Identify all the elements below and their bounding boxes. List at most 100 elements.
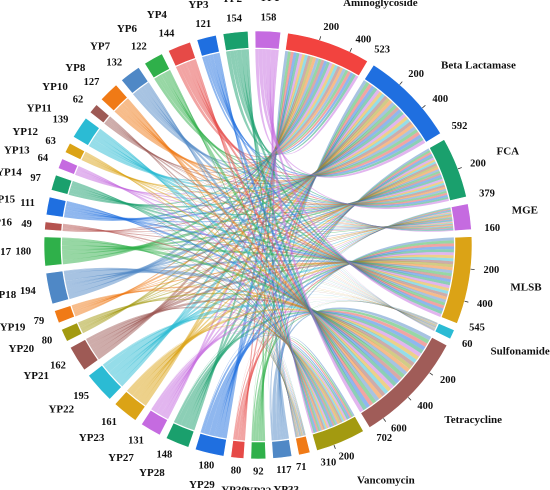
sample-arc-yp33 <box>271 439 293 459</box>
sample-arc-yp20 <box>61 322 83 342</box>
sample-label-yp18: YP18 <box>0 289 17 301</box>
category-total-tetracycline: 702 <box>376 433 392 444</box>
category-arc-other-efflux <box>295 435 311 456</box>
category-total-vancomycin: 310 <box>321 458 337 469</box>
sample-value-yp8: 127 <box>84 77 100 88</box>
sample-label-yp3: YP3 <box>188 0 209 11</box>
sample-value-yp30: 80 <box>231 465 242 476</box>
category-label-tetracycline: Tetracycline <box>444 414 502 426</box>
tick-label-tetracycline-200: 200 <box>440 375 456 386</box>
sample-label-yp23: YP23 <box>79 432 105 444</box>
ribbon-yp6-mge <box>161 74 454 229</box>
sample-label-yp29: YP29 <box>189 479 215 490</box>
sample-value-yp3: 121 <box>195 19 211 30</box>
sample-arc-yp17 <box>43 236 63 267</box>
tick-label-beta-lactamase-400: 400 <box>432 94 448 105</box>
tick-mark-aminoglycoside-400 <box>349 47 353 52</box>
sample-value-yp20: 80 <box>42 335 53 346</box>
sample-value-yp19: 79 <box>34 316 45 327</box>
ribbon-yp8-tetracycline <box>123 99 383 399</box>
sample-arc-yp15 <box>45 196 67 218</box>
ribbon-yp33-vancomycin <box>270 336 355 441</box>
ribbon-yp4-vancomycin <box>193 59 319 432</box>
ribbon-yp10-beta-lactamase <box>105 121 413 185</box>
sample-arc-yp16 <box>44 221 63 232</box>
sample-value-yp18: 194 <box>20 286 37 297</box>
category-total-other-efflux: 71 <box>296 462 307 473</box>
tick-mark-beta-lactamase-200 <box>399 81 403 85</box>
sample-value-yp16: 49 <box>21 219 32 230</box>
category-arc-beta-lactamase <box>364 64 441 143</box>
ribbon-layer <box>61 48 455 442</box>
category-label-sulfonamide: Sulfonamide <box>491 346 550 358</box>
sample-value-yp22: 195 <box>73 391 89 402</box>
tick-label-tetracycline-600: 600 <box>391 423 407 434</box>
sample-label-yp17: YP17 <box>0 246 12 258</box>
sample-value-yp21: 162 <box>50 360 66 371</box>
sample-label-yp32: YP32 <box>246 486 272 490</box>
sample-value-yp27: 131 <box>128 436 144 447</box>
sample-value-yp33: 117 <box>276 465 291 476</box>
category-label-other-efflux: other/efflux <box>286 488 341 490</box>
sample-arc-yp28 <box>165 422 195 448</box>
tick-label-aminoglycoside-200: 200 <box>323 22 339 33</box>
sample-value-yp14: 97 <box>30 173 41 184</box>
arc-layer <box>43 30 473 460</box>
sample-label-yp14: YP14 <box>0 166 22 178</box>
ribbon-yp28-vancomycin <box>174 332 349 424</box>
sample-arc-yp32 <box>250 441 267 460</box>
category-arc-mge <box>450 203 472 232</box>
sample-label-yp12: YP12 <box>12 126 38 138</box>
sample-arc-yp23 <box>114 391 146 421</box>
category-total-beta-lactamase: 592 <box>452 121 468 132</box>
tick-mark-fca-200 <box>457 167 462 170</box>
category-label-beta-lactamase: Beta Lactamase <box>441 60 516 72</box>
sample-label-yp2: YP2 <box>222 0 243 5</box>
sample-label-yp33: YP33 <box>273 484 299 490</box>
sample-label-yp6: YP6 <box>117 23 138 35</box>
tick-mark-mlsb-400 <box>464 300 469 303</box>
sample-label-yp1: YP1 <box>259 0 279 4</box>
sample-arc-yp22 <box>88 364 122 400</box>
tick-mark-tetracycline-400 <box>407 397 412 401</box>
sample-label-yp7: YP7 <box>90 41 111 53</box>
sample-label-yp16: YP16 <box>0 216 12 228</box>
category-total-aminoglycoside: 523 <box>374 44 390 55</box>
sample-label-yp10: YP10 <box>42 81 68 93</box>
sample-value-yp2: 154 <box>226 14 243 25</box>
sample-label-yp8: YP8 <box>65 62 86 74</box>
sample-value-yp10: 62 <box>73 95 84 106</box>
tick-mark-vancomycin-200 <box>333 444 336 449</box>
sample-arc-yp14 <box>50 174 73 195</box>
category-label-mge: MGE <box>512 205 538 217</box>
ribbon-yp14-mlsb <box>70 185 451 286</box>
category-arc-aminoglycoside <box>285 32 369 77</box>
category-total-sulfonamide: 60 <box>462 339 473 350</box>
ribbon-yp3-other-efflux <box>219 52 297 438</box>
sample-value-yp29: 180 <box>199 460 215 471</box>
ribbon-yp28-tetracycline <box>176 311 424 426</box>
ribbon-yp28-mlsb <box>180 249 454 427</box>
tick-label-tetracycline-400: 400 <box>417 401 433 412</box>
sample-arc-yp12 <box>64 142 86 161</box>
sample-label-yp15: YP15 <box>0 193 16 205</box>
ribbon-yp17-mlsb <box>62 245 452 277</box>
sample-value-yp12: 63 <box>45 136 56 147</box>
ribbon-yp14-mge <box>70 187 453 229</box>
sample-value-yp17: 180 <box>15 246 31 257</box>
sample-value-yp15: 111 <box>20 198 35 209</box>
sample-value-yp23: 161 <box>101 417 117 428</box>
tick-label-fca-200: 200 <box>470 159 486 170</box>
sample-arc-yp8 <box>100 84 128 112</box>
tick-mark-tetracycline-600 <box>383 418 387 422</box>
sample-label-yp11: YP11 <box>27 103 52 115</box>
ribbon-yp20-other-efflux <box>77 300 303 437</box>
category-label-aminoglycoside: Aminoglycoside <box>343 0 418 9</box>
category-arc-fca <box>428 139 467 201</box>
sample-label-yp22: YP22 <box>48 403 74 415</box>
ribbon-yp7-tetracycline <box>143 83 380 402</box>
sample-arc-yp27 <box>140 409 168 436</box>
sample-arc-yp18 <box>45 270 70 305</box>
